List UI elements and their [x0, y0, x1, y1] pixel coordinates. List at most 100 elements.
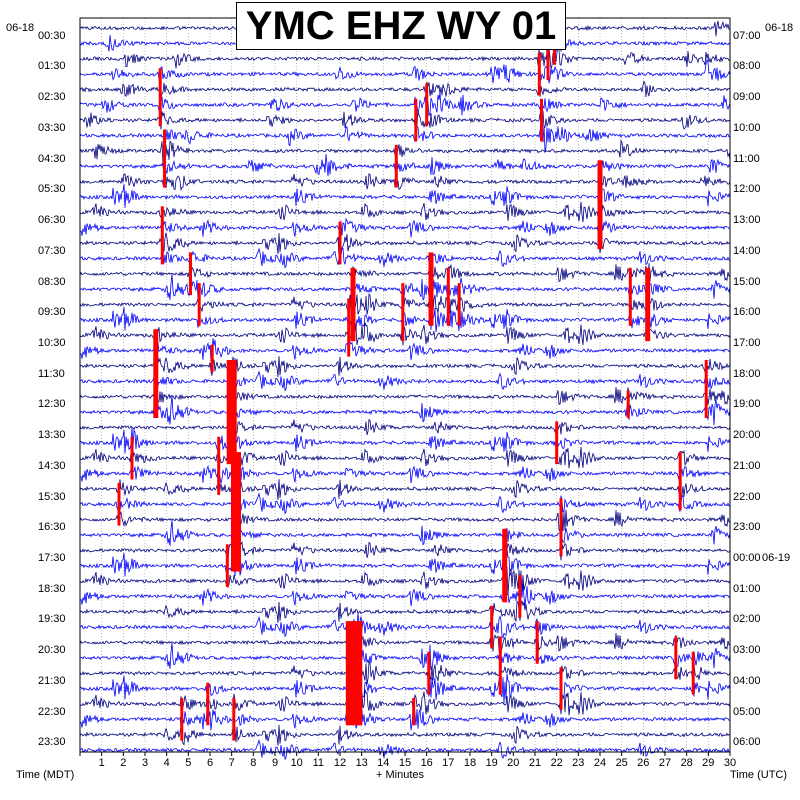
- trace-row-20: [79, 322, 731, 346]
- event-marker-40: [232, 697, 236, 741]
- event-marker-42: [674, 636, 678, 680]
- trace-row-43: [79, 673, 731, 704]
- x-tick-label: 1: [98, 757, 105, 769]
- x-tick-label: 26: [637, 757, 650, 769]
- trace-row-29: [79, 464, 731, 484]
- x-tick-label: 13: [355, 757, 368, 769]
- event-marker-22: [537, 52, 541, 96]
- left-tick-label: 11:30: [38, 367, 65, 380]
- event-marker-45: [678, 452, 682, 511]
- event-marker-34: [535, 621, 539, 664]
- x-tick-label: 8: [250, 757, 257, 769]
- right-tick-label: 08:00: [733, 60, 761, 73]
- trace-row-35: [79, 548, 731, 582]
- trace-row-37: [79, 583, 731, 607]
- event-marker-46: [217, 436, 221, 495]
- left-tick-label: 15:30: [38, 490, 66, 503]
- trace-row-40: [79, 632, 731, 657]
- left-tick-label: 18:30: [38, 582, 66, 595]
- right-tick-label: 00:00: [733, 552, 761, 564]
- trace-row-33: [79, 519, 731, 546]
- trace-row-2: [79, 46, 731, 70]
- trace-row-14: [79, 224, 731, 259]
- x-tick-label: 14: [377, 757, 390, 769]
- event-marker-33: [498, 636, 502, 695]
- left-tick-label: 04:30: [38, 152, 66, 165]
- event-marker-26: [645, 267, 651, 342]
- x-tick-label: 19: [485, 757, 498, 769]
- event-marker-23: [540, 98, 543, 142]
- left-tick-label: 02:30: [38, 91, 66, 104]
- event-marker-18: [457, 283, 461, 326]
- event-marker-3: [153, 329, 159, 418]
- trace-row-8: [79, 139, 731, 166]
- event-marker-4: [189, 252, 192, 296]
- y-axis-label-right: Time (UTC): [730, 769, 788, 781]
- event-marker-47: [117, 482, 121, 526]
- event-marker-49: [412, 697, 416, 726]
- x-tick-label: 12: [333, 757, 347, 769]
- chart-title: YMC EHZ WY 01: [245, 3, 557, 48]
- x-tick-label: 3: [141, 757, 149, 769]
- date-right: 06-18: [765, 22, 794, 34]
- right-tick-label: 23:00: [733, 521, 761, 534]
- left-tick-label: 05:30: [38, 183, 66, 196]
- right-tick-label: 09:00: [733, 91, 761, 104]
- event-marker-36: [352, 621, 363, 726]
- event-marker-27: [626, 390, 630, 419]
- trace-row-38: [79, 600, 731, 623]
- x-tick-label: 30: [723, 757, 737, 769]
- x-tick-label: 28: [680, 757, 693, 769]
- trace-row-30: [79, 478, 731, 500]
- right-tick-label: 02:00: [733, 613, 761, 626]
- trace-row-26: [79, 418, 731, 436]
- left-tick-label: 13:30: [38, 429, 66, 442]
- right-tick-label: 05:00: [733, 705, 761, 718]
- x-tick-label: 10: [290, 757, 303, 769]
- right-tick-label: 16:00: [733, 306, 761, 319]
- trace-row-11: [79, 184, 731, 208]
- right-tick-label: 13:00: [733, 214, 761, 226]
- x-tick-label: 25: [615, 757, 628, 769]
- left-tick-label: 06:30: [38, 214, 66, 226]
- event-marker-7: [226, 360, 237, 465]
- right-tick-label: 19:00: [733, 398, 761, 411]
- x-tick-label: 20: [507, 757, 520, 769]
- event-markers: [117, 37, 708, 741]
- right-tick-label: 06:00: [733, 736, 761, 749]
- right-tick-label: 10:00: [733, 121, 761, 134]
- trace-row-28: [79, 444, 731, 473]
- event-marker-31: [518, 575, 522, 618]
- event-marker-43: [691, 651, 695, 695]
- left-tick-label: 16:30: [38, 521, 66, 534]
- right-tick-label: 14:00: [733, 244, 761, 257]
- x-tick-label: 17: [442, 757, 455, 769]
- x-tick-label: 22: [550, 757, 563, 769]
- right-tick-label: 01:00: [733, 582, 761, 595]
- left-tick-label: 07:30: [38, 244, 66, 257]
- event-marker-12: [347, 298, 351, 357]
- x-tick-label: 27: [658, 757, 672, 769]
- left-tick-label: 10:30: [38, 336, 66, 349]
- x-tick-label: 5: [185, 757, 192, 769]
- x-tick-label: 11: [312, 757, 324, 769]
- event-marker-13: [394, 144, 398, 188]
- next-date-label: 06-19: [762, 552, 791, 564]
- x-tick-label: 2: [120, 757, 127, 769]
- trace-row-39: [79, 613, 731, 640]
- event-marker-19: [414, 98, 418, 142]
- event-marker-5: [197, 283, 201, 326]
- event-marker-8: [231, 452, 241, 572]
- trace-row-19: [79, 307, 731, 333]
- event-marker-9: [225, 544, 229, 587]
- x-tick-label: 21: [528, 757, 542, 769]
- chart-title-box: YMC EHZ WY 01: [236, 2, 566, 50]
- y-axis-label-left: Time (MDT): [16, 769, 75, 781]
- event-marker-2: [160, 206, 164, 265]
- trace-row-13: [79, 217, 731, 238]
- left-tick-label: 19:30: [38, 613, 66, 626]
- left-tick-label: 09:30: [38, 306, 66, 319]
- x-tick-label: 29: [702, 757, 715, 769]
- right-tick-label: 18:00: [733, 367, 761, 380]
